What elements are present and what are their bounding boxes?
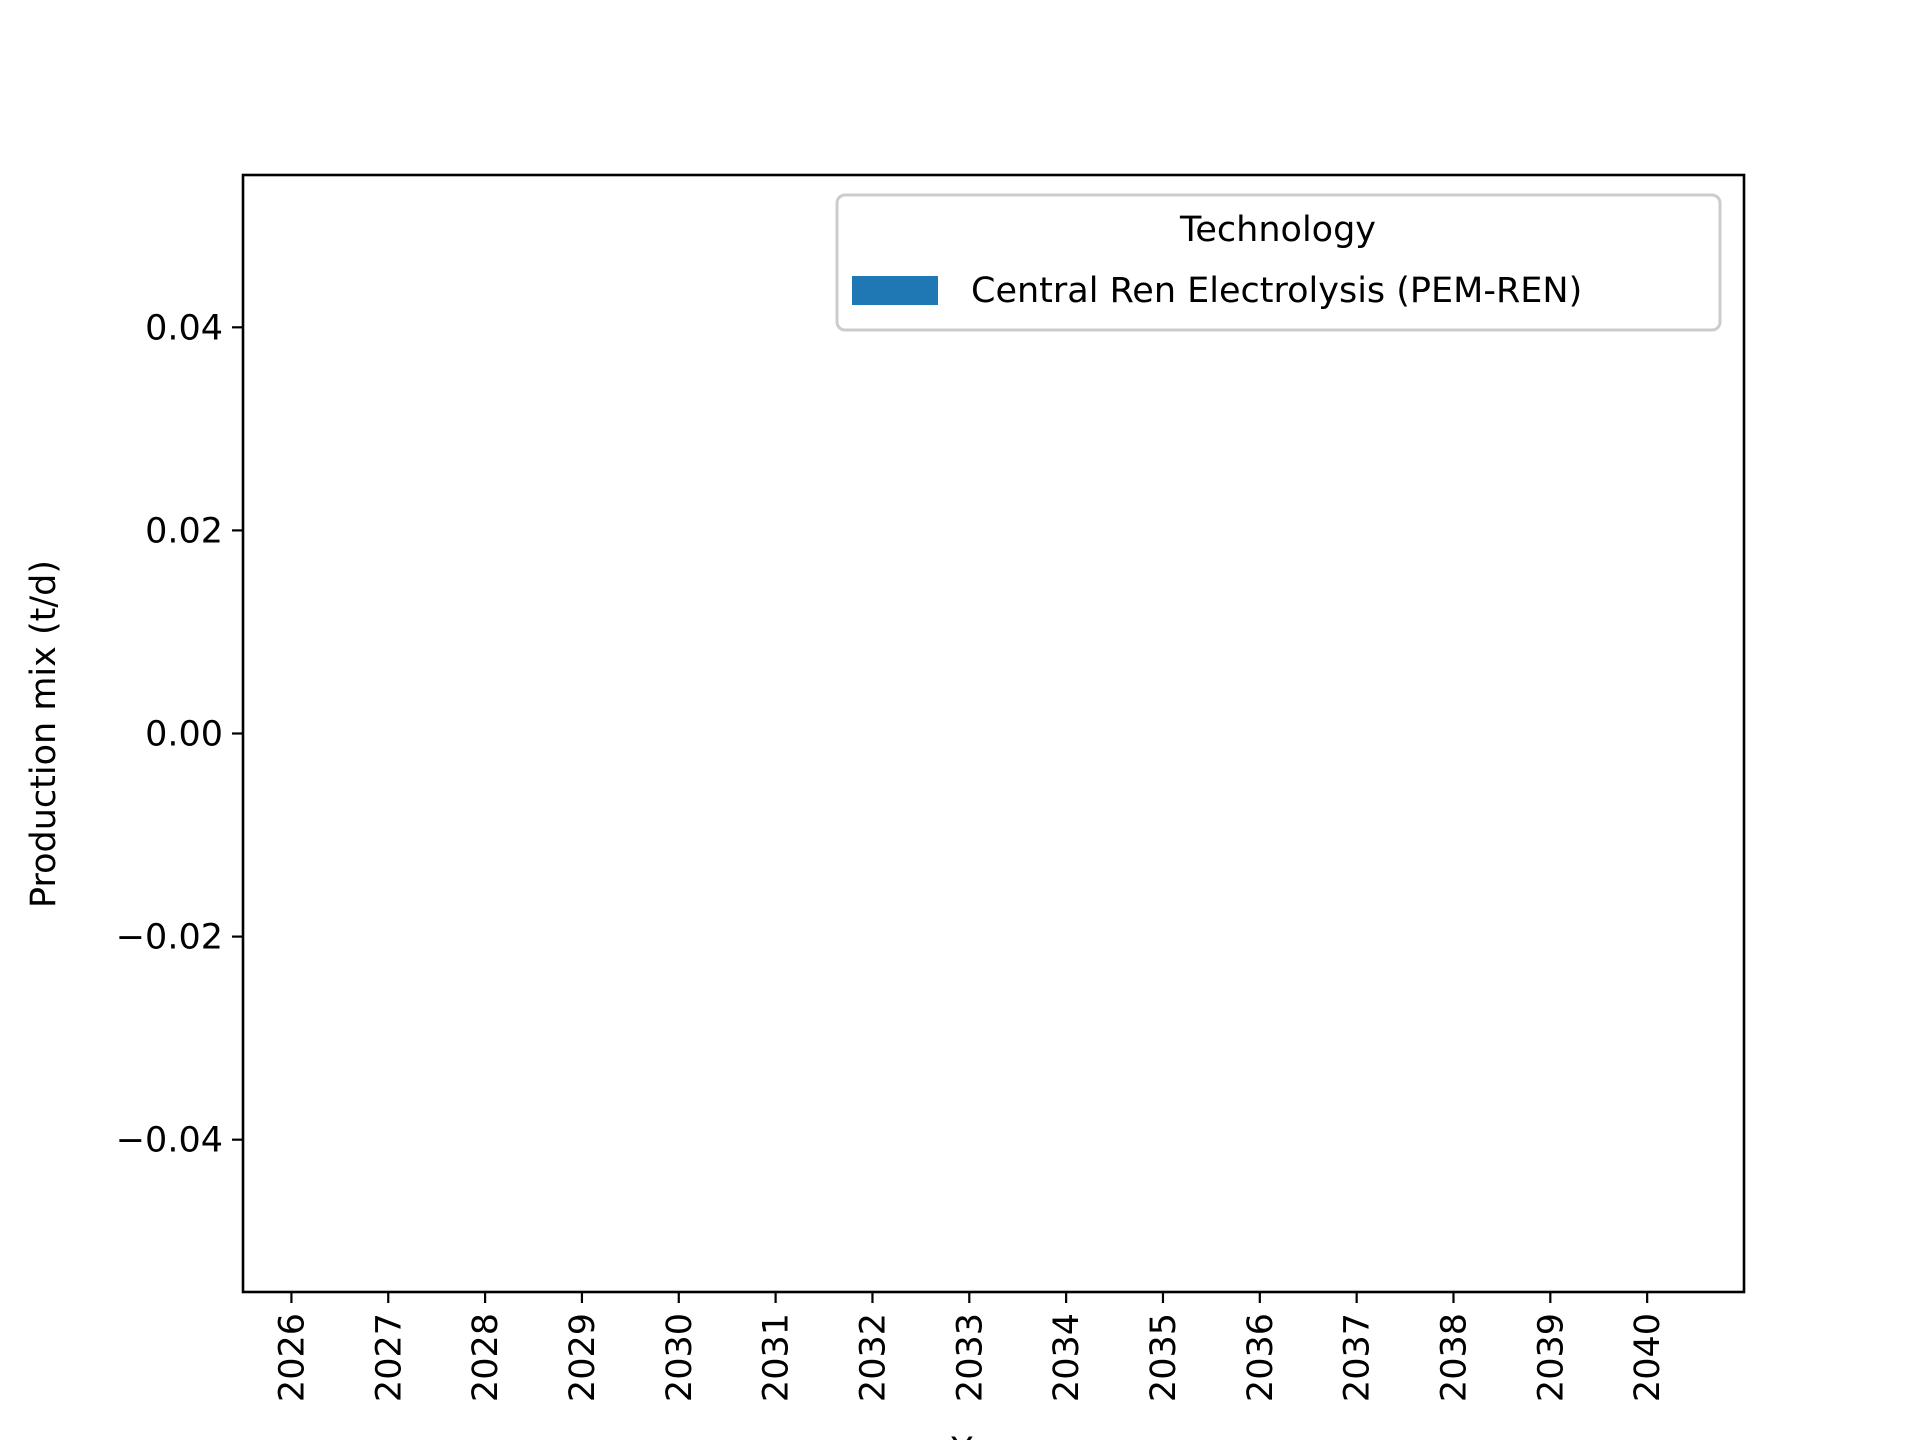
- x-tick-label: 2026: [272, 1313, 312, 1402]
- legend-label: Central Ren Electrolysis (PEM-REN): [971, 271, 1582, 311]
- x-tick-label: 2029: [563, 1313, 603, 1402]
- x-tick-label: 2030: [660, 1313, 700, 1402]
- x-axis-label: Y: [950, 1431, 973, 1440]
- x-tick-label: 2032: [853, 1313, 893, 1402]
- x-tick-label: 2038: [1434, 1313, 1474, 1402]
- y-tick-label: 0.00: [145, 715, 223, 755]
- x-axis: 2026 2027 2028 2029 2030 2031 2032 2033 2034 2035…: [272, 1292, 1668, 1402]
- x-tick-label: 2034: [1047, 1313, 1087, 1402]
- y-tick-label: 0.04: [145, 308, 223, 348]
- legend: Technology Central Ren Electrolysis (PEM…: [835, 193, 1722, 332]
- plot-area: [241, 173, 1746, 1294]
- x-tick-label: 2039: [1531, 1313, 1571, 1402]
- legend-swatch: [852, 276, 938, 305]
- y-axis: −0.04 −0.02 0.00 0.02 0.04: [116, 308, 243, 1161]
- legend-title: Technology: [1179, 210, 1376, 250]
- y-axis-label: Production mix (t/d): [24, 560, 64, 908]
- legend-box: [835, 193, 1722, 332]
- y-tick-label: −0.04: [116, 1121, 223, 1161]
- x-tick-label: 2033: [950, 1313, 990, 1402]
- y-tick-label: 0.02: [145, 511, 223, 551]
- x-tick-label: 2035: [1144, 1313, 1184, 1402]
- x-tick-label: 2028: [466, 1313, 506, 1402]
- x-tick-label: 2027: [369, 1313, 409, 1402]
- x-tick-label: 2037: [1338, 1313, 1378, 1402]
- y-tick-label: −0.02: [116, 918, 223, 958]
- x-tick-label: 2036: [1241, 1313, 1281, 1402]
- x-tick-label: 2040: [1628, 1313, 1668, 1402]
- x-tick-label: 2031: [757, 1313, 797, 1402]
